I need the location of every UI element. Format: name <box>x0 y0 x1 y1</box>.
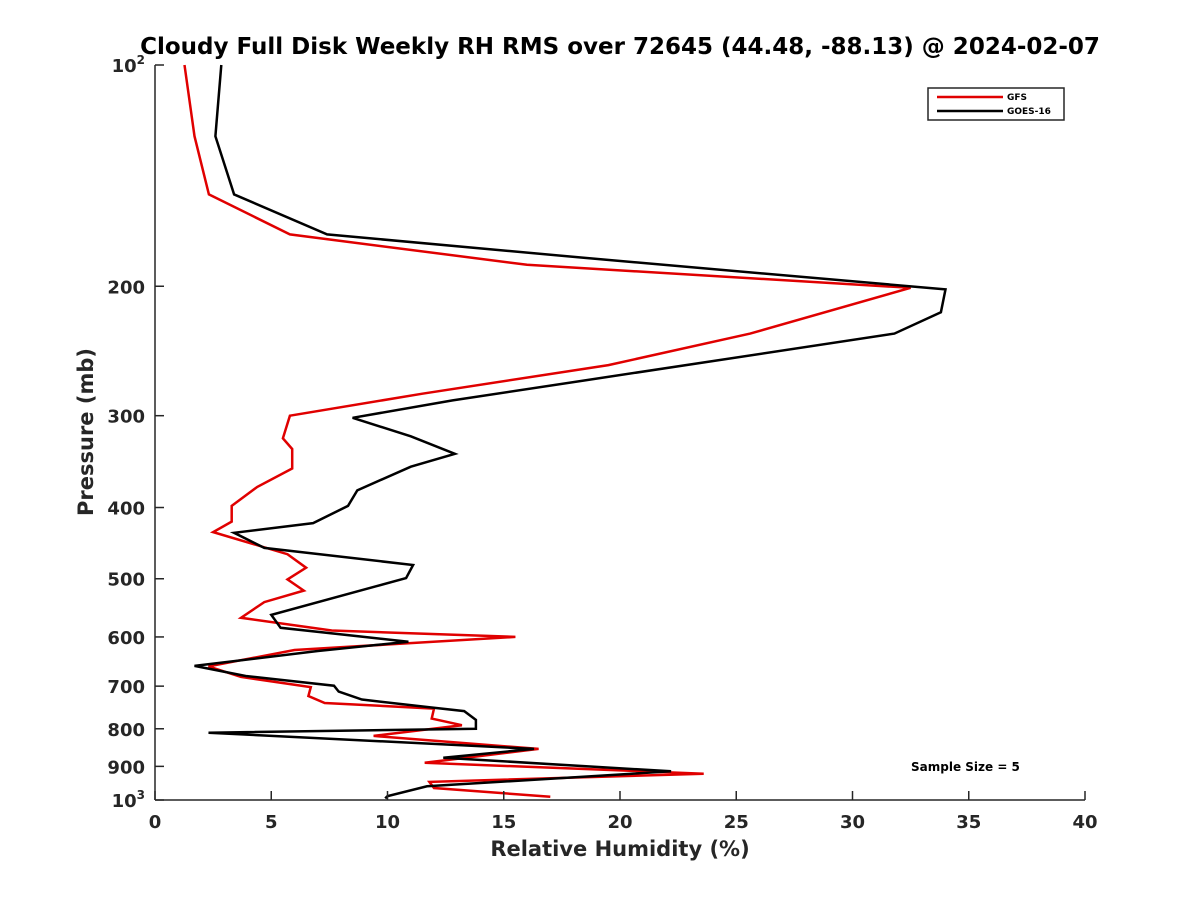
x-ticks: 0 5 10 15 20 25 30 35 40 <box>149 791 1098 833</box>
x-tick-label: 10 <box>375 812 400 833</box>
legend-label-gfs: GFS <box>1007 93 1027 103</box>
x-tick-label: 35 <box>956 812 981 833</box>
x-tick-label: 30 <box>840 812 865 833</box>
x-tick-label: 0 <box>149 812 162 833</box>
legend: GFS GOES-16 <box>927 87 1065 121</box>
x-tick-label: 20 <box>607 812 632 833</box>
x-tick-label: 40 <box>1072 812 1097 833</box>
y-tick-label: 102 <box>112 53 145 77</box>
x-tick-label: 25 <box>724 812 749 833</box>
x-axis-label: Relative Humidity (%) <box>490 837 749 861</box>
legend-label-goes16: GOES-16 <box>1007 107 1051 117</box>
sample-size-annotation: Sample Size = 5 <box>911 760 1020 774</box>
y-tick-label: 600 <box>107 628 145 649</box>
y-axis-label: Pressure (mb) <box>74 348 98 516</box>
x-tick-label: 15 <box>491 812 516 833</box>
legend-box <box>927 87 1065 121</box>
y-tick-label: 900 <box>107 757 145 778</box>
y-tick-label: 700 <box>107 677 145 698</box>
x-tick-label: 5 <box>265 812 278 833</box>
y-tick-label: 400 <box>107 499 145 520</box>
series-layer <box>183 64 948 800</box>
y-tick-label: 200 <box>107 277 145 298</box>
y-tick-label: 800 <box>107 720 145 741</box>
y-tick-label: 500 <box>107 570 145 591</box>
y-tick-label: 300 <box>107 407 145 428</box>
series-line-goes16 <box>194 64 948 800</box>
chart-title: Cloudy Full Disk Weekly RH RMS over 7264… <box>140 34 1100 60</box>
